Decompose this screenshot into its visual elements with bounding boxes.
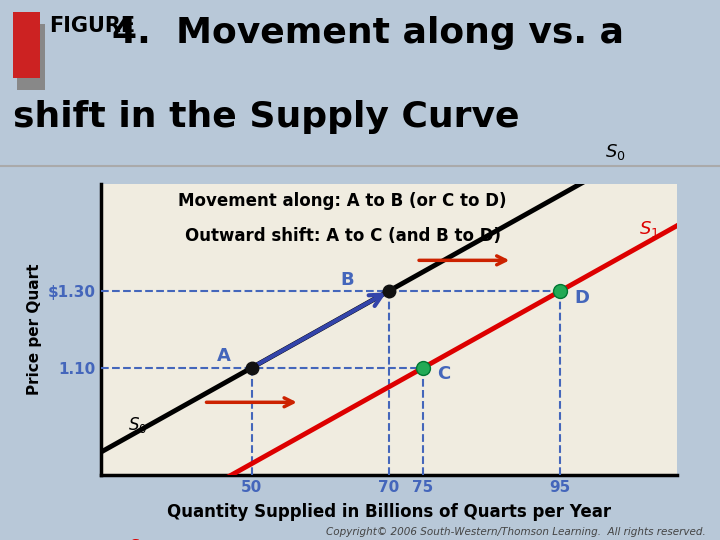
Text: shift in the Supply Curve: shift in the Supply Curve [13, 100, 519, 134]
FancyBboxPatch shape [13, 12, 40, 78]
Text: Movement along: A to B (or C to D): Movement along: A to B (or C to D) [179, 192, 507, 211]
Text: A: A [217, 347, 231, 365]
FancyBboxPatch shape [17, 24, 45, 90]
Text: $S_1$: $S_1$ [639, 219, 660, 239]
Text: $S_0$: $S_0$ [605, 143, 626, 163]
Text: D: D [574, 288, 589, 307]
Text: B: B [341, 271, 354, 289]
Text: $S_1$: $S_1$ [128, 537, 147, 540]
X-axis label: Quantity Supplied in Billions of Quarts per Year: Quantity Supplied in Billions of Quarts … [167, 503, 611, 522]
Y-axis label: Price per Quart: Price per Quart [27, 264, 42, 395]
Text: Outward shift: A to C (and B to D): Outward shift: A to C (and B to D) [185, 227, 500, 245]
Text: Copyright© 2006 South-Western/Thomson Learning.  All rights reserved.: Copyright© 2006 South-Western/Thomson Le… [326, 526, 706, 537]
Text: 4.  Movement along vs. a: 4. Movement along vs. a [112, 16, 624, 50]
Text: $S_0$: $S_0$ [128, 415, 148, 435]
Text: FIGURE: FIGURE [49, 16, 135, 36]
Text: C: C [437, 365, 450, 383]
